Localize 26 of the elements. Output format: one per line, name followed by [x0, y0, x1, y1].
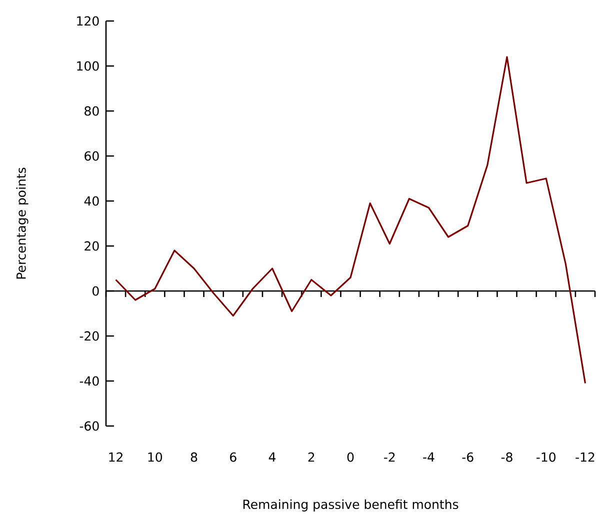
- y-tick-label: 20: [84, 241, 99, 251]
- x-tick-label: -8: [501, 452, 512, 462]
- x-tick-label: -10: [536, 452, 556, 462]
- x-tick-label: 12: [109, 452, 122, 462]
- y-tick-label: -60: [80, 421, 99, 431]
- x-tick-label: 0: [347, 452, 354, 462]
- y-tick-label: 120: [77, 16, 99, 26]
- x-tick-label: 8: [190, 452, 198, 462]
- line-series: [114, 56, 586, 384]
- y-tick-label: 80: [84, 106, 99, 116]
- y-tick-label: 60: [84, 151, 99, 161]
- x-tick-label: -6: [462, 452, 474, 462]
- y-axis-title: Percentage points: [16, 168, 28, 279]
- x-tick-label: 6: [230, 452, 236, 462]
- x-tick-label: 4: [268, 452, 276, 462]
- y-tick-label: -20: [80, 331, 99, 341]
- x-tick-label: -4: [423, 452, 434, 462]
- x-tick-label: -2: [384, 452, 395, 462]
- x-axis-title: Remaining passive benefit months: [243, 499, 458, 512]
- y-tick-label: 0: [92, 286, 99, 296]
- y-tick-label: -40: [80, 376, 99, 386]
- x-tick-label: 2: [308, 452, 314, 462]
- x-tick-label: -12: [576, 452, 594, 462]
- y-tick-label: 40: [84, 196, 99, 206]
- x-tick-label: 10: [148, 452, 162, 462]
- y-tick-label: 100: [77, 61, 99, 71]
